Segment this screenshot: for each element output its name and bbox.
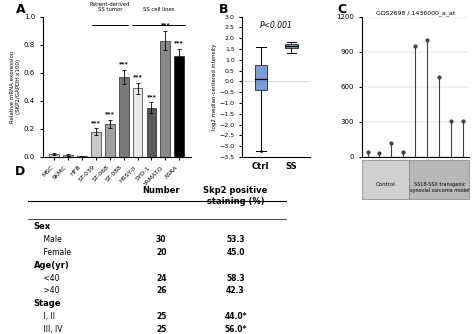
Text: 20: 20 <box>156 248 166 257</box>
Bar <box>63 155 73 157</box>
Text: >40: >40 <box>34 286 59 295</box>
Text: 30: 30 <box>156 235 166 244</box>
Bar <box>146 108 156 157</box>
Text: <40: <40 <box>34 274 59 283</box>
Text: Female: Female <box>34 248 71 257</box>
Bar <box>119 77 128 157</box>
Bar <box>77 156 87 157</box>
Text: 25: 25 <box>156 325 166 334</box>
Text: Age(yr): Age(yr) <box>34 261 70 270</box>
Text: Skp2 positive
staining (%): Skp2 positive staining (%) <box>203 186 268 206</box>
Text: ***: *** <box>174 40 184 45</box>
Text: ***: *** <box>160 22 170 27</box>
Text: ***: *** <box>146 94 156 99</box>
Text: ***: *** <box>119 61 128 66</box>
Bar <box>174 56 184 157</box>
Text: 53.3: 53.3 <box>226 235 245 244</box>
Y-axis label: log2 median-centered intensity: log2 median-centered intensity <box>212 44 217 130</box>
Bar <box>133 88 142 157</box>
Text: P<0.001: P<0.001 <box>260 21 292 30</box>
Text: 58.3: 58.3 <box>226 274 245 283</box>
Text: Male: Male <box>34 235 62 244</box>
Text: Stage: Stage <box>34 299 61 308</box>
Text: 25: 25 <box>156 312 166 321</box>
Text: Control: Control <box>375 182 395 187</box>
Title: GDS2698 / 1436000_a_at: GDS2698 / 1436000_a_at <box>376 10 455 16</box>
Text: Number: Number <box>142 186 180 195</box>
Text: 44.0*: 44.0* <box>224 312 247 321</box>
Bar <box>285 44 298 48</box>
Bar <box>362 160 410 199</box>
Text: A: A <box>16 3 26 16</box>
Text: III, IV: III, IV <box>34 325 62 334</box>
Bar <box>105 124 115 157</box>
Text: 26: 26 <box>156 286 166 295</box>
Bar <box>410 160 469 199</box>
Text: ***: *** <box>105 111 115 116</box>
Text: I, II: I, II <box>34 312 55 321</box>
Bar <box>161 40 170 157</box>
Text: SS cell lines: SS cell lines <box>143 7 174 12</box>
Text: Patient-derived
SS tumor: Patient-derived SS tumor <box>90 2 130 12</box>
Text: D: D <box>15 165 26 178</box>
Bar <box>91 132 101 157</box>
Text: 45.0: 45.0 <box>226 248 245 257</box>
Text: 24: 24 <box>156 274 166 283</box>
Text: B: B <box>219 3 228 16</box>
Text: 42.3: 42.3 <box>226 286 245 295</box>
Bar <box>255 65 267 90</box>
Text: SS18-SSX transgenic
synovial sarcoma model: SS18-SSX transgenic synovial sarcoma mod… <box>410 182 469 193</box>
Text: C: C <box>338 3 347 16</box>
Text: ***: *** <box>133 74 142 79</box>
Text: Sex: Sex <box>34 222 51 231</box>
Text: 56.0*: 56.0* <box>224 325 246 334</box>
Text: ***: *** <box>91 120 101 125</box>
Y-axis label: Relative mRNA expression
(SKP2/GAPDH x100): Relative mRNA expression (SKP2/GAPDH x10… <box>10 51 21 123</box>
Bar <box>49 154 59 157</box>
